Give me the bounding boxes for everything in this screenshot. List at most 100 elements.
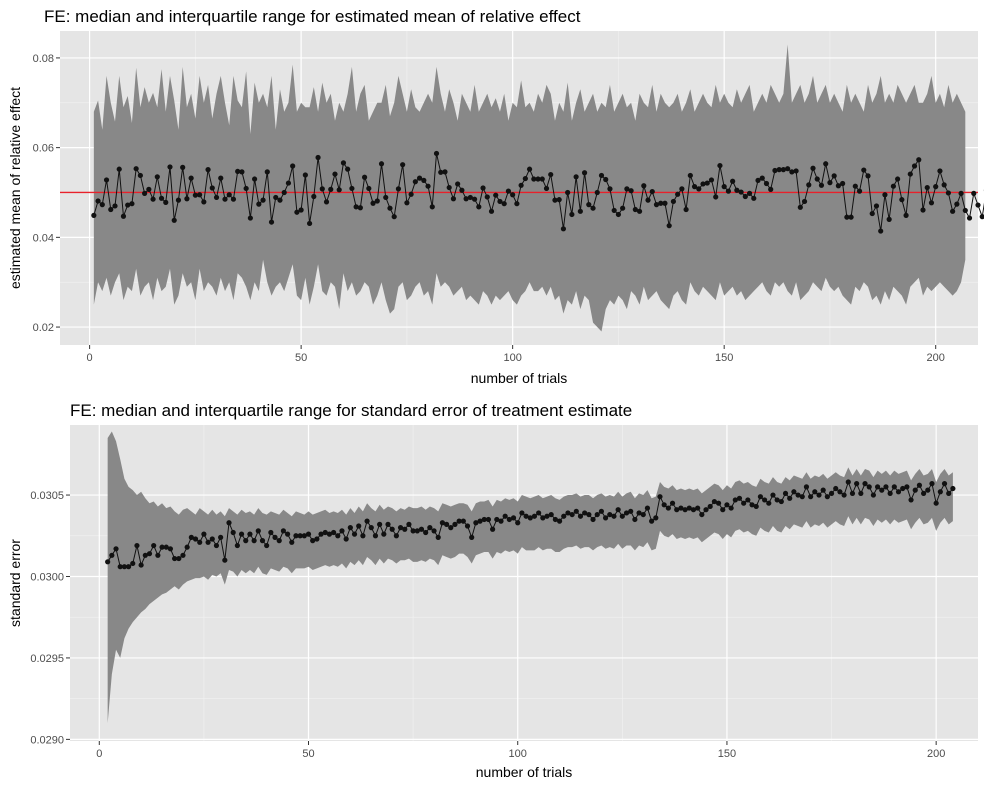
median-point xyxy=(105,559,111,565)
median-point xyxy=(318,531,324,537)
median-point xyxy=(108,206,114,213)
median-point xyxy=(831,173,837,179)
median-point xyxy=(340,160,347,166)
median-point xyxy=(653,202,660,208)
median-point xyxy=(427,525,433,531)
median-point xyxy=(353,204,359,210)
median-point xyxy=(464,523,471,529)
y-tick-label: 0.04 xyxy=(33,232,54,244)
median-point xyxy=(774,497,780,503)
median-point xyxy=(456,518,462,524)
median-point xyxy=(925,487,931,493)
median-point xyxy=(218,175,224,181)
median-point xyxy=(226,192,232,198)
median-point xyxy=(602,515,609,521)
median-point xyxy=(163,544,169,550)
median-point xyxy=(803,484,810,490)
median-point xyxy=(862,481,868,487)
median-point xyxy=(469,534,475,540)
median-point xyxy=(336,187,342,193)
median-point xyxy=(129,201,135,207)
y-axis-label: estimated mean of relative effect xyxy=(7,87,23,289)
median-point xyxy=(502,513,508,519)
median-point xyxy=(481,516,487,523)
median-point xyxy=(370,200,376,206)
median-point xyxy=(556,518,563,524)
median-point xyxy=(696,186,702,192)
median-point xyxy=(310,538,316,544)
median-point xyxy=(594,189,600,196)
median-point xyxy=(448,525,454,531)
median-point xyxy=(151,542,157,549)
median-point xyxy=(378,161,385,167)
median-point xyxy=(770,492,776,498)
median-point xyxy=(757,494,764,500)
median-point xyxy=(736,495,743,501)
median-point xyxy=(921,490,927,497)
median-point xyxy=(683,206,689,213)
median-point xyxy=(121,564,127,570)
median-point xyxy=(389,526,395,532)
chart-title-relative-effect: FE: median and interquartile range for e… xyxy=(44,7,581,26)
median-point xyxy=(603,176,609,183)
median-point xyxy=(840,180,846,187)
median-point xyxy=(661,502,667,508)
median-point xyxy=(700,181,706,187)
median-point xyxy=(883,484,889,490)
median-point xyxy=(552,516,558,523)
median-point xyxy=(255,528,261,534)
median-point xyxy=(280,528,286,534)
median-point xyxy=(937,489,943,495)
median-point xyxy=(791,489,797,495)
median-point xyxy=(586,511,592,518)
median-point xyxy=(615,211,622,218)
median-point xyxy=(911,163,918,169)
median-point xyxy=(332,171,338,177)
median-point xyxy=(410,528,416,534)
median-point xyxy=(387,205,393,211)
median-point xyxy=(159,544,165,550)
median-point xyxy=(527,515,533,521)
median-point xyxy=(319,186,325,192)
median-point xyxy=(966,215,973,221)
median-point xyxy=(484,194,490,200)
median-point xyxy=(252,176,258,182)
median-point xyxy=(675,191,681,197)
median-point xyxy=(510,515,517,521)
median-point xyxy=(501,201,507,207)
median-point xyxy=(808,494,814,500)
y-axis-ticks: 0.02 0.04 0.06 0.08 xyxy=(33,53,60,334)
x-tick-label: 50 xyxy=(302,748,314,760)
median-point xyxy=(273,194,279,201)
median-point xyxy=(870,492,876,498)
median-point xyxy=(933,184,939,190)
median-point xyxy=(459,187,465,193)
median-point xyxy=(721,184,727,190)
median-point xyxy=(518,182,524,188)
median-point xyxy=(416,175,423,181)
median-point xyxy=(679,186,685,192)
x-tick-label: 150 xyxy=(715,352,733,364)
median-point xyxy=(471,196,478,202)
median-point xyxy=(351,531,358,537)
plot-background xyxy=(70,425,978,741)
median-point xyxy=(548,511,554,518)
median-point xyxy=(268,219,275,225)
median-point xyxy=(356,523,362,529)
ribbon-area xyxy=(93,44,966,332)
median-point xyxy=(477,518,483,524)
median-point xyxy=(480,185,486,191)
median-point xyxy=(167,164,173,170)
median-point xyxy=(766,500,772,506)
median-point xyxy=(573,508,579,514)
median-point xyxy=(146,551,153,557)
x-axis-label: number of trials xyxy=(476,764,572,780)
median-point xyxy=(543,185,550,192)
median-point xyxy=(607,511,613,518)
median-point xyxy=(695,505,701,511)
median-point xyxy=(937,168,943,174)
median-point xyxy=(852,183,858,189)
median-point xyxy=(728,505,734,511)
median-point xyxy=(188,534,194,540)
